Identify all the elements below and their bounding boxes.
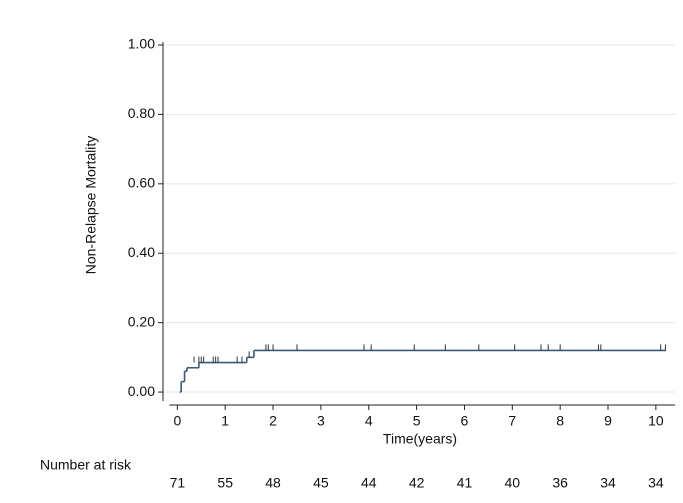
y-tick-label: 0.20 xyxy=(128,313,155,329)
y-axis-label: Non-Relapse Mortality xyxy=(83,136,99,275)
x-tick-label: 8 xyxy=(556,413,564,429)
risk-count: 44 xyxy=(361,475,377,491)
x-tick-label: 0 xyxy=(173,413,181,429)
x-tick-label: 2 xyxy=(269,413,277,429)
y-tick-label: 0.60 xyxy=(128,175,155,191)
x-tick-label: 9 xyxy=(604,413,612,429)
risk-table-title: Number at risk xyxy=(40,457,132,473)
risk-count: 71 xyxy=(170,475,186,491)
x-tick-label: 7 xyxy=(508,413,516,429)
y-tick-label: 0.00 xyxy=(128,383,155,399)
y-tick-label: 1.00 xyxy=(128,36,155,52)
risk-count: 41 xyxy=(457,475,473,491)
y-tick-label: 0.80 xyxy=(128,105,155,121)
x-tick-label: 5 xyxy=(413,413,421,429)
risk-count: 36 xyxy=(552,475,568,491)
risk-count: 42 xyxy=(409,475,425,491)
x-tick-label: 3 xyxy=(317,413,325,429)
x-axis-label: Time(years) xyxy=(383,431,457,447)
risk-count: 34 xyxy=(648,475,664,491)
x-tick-label: 10 xyxy=(648,413,664,429)
risk-count: 45 xyxy=(313,475,329,491)
y-tick-label: 0.40 xyxy=(128,244,155,260)
risk-count: 48 xyxy=(265,475,281,491)
risk-count: 55 xyxy=(217,475,233,491)
risk-count: 40 xyxy=(505,475,521,491)
x-tick-label: 4 xyxy=(365,413,373,429)
risk-count: 34 xyxy=(600,475,616,491)
x-tick-label: 6 xyxy=(461,413,469,429)
x-tick-label: 1 xyxy=(221,413,229,429)
